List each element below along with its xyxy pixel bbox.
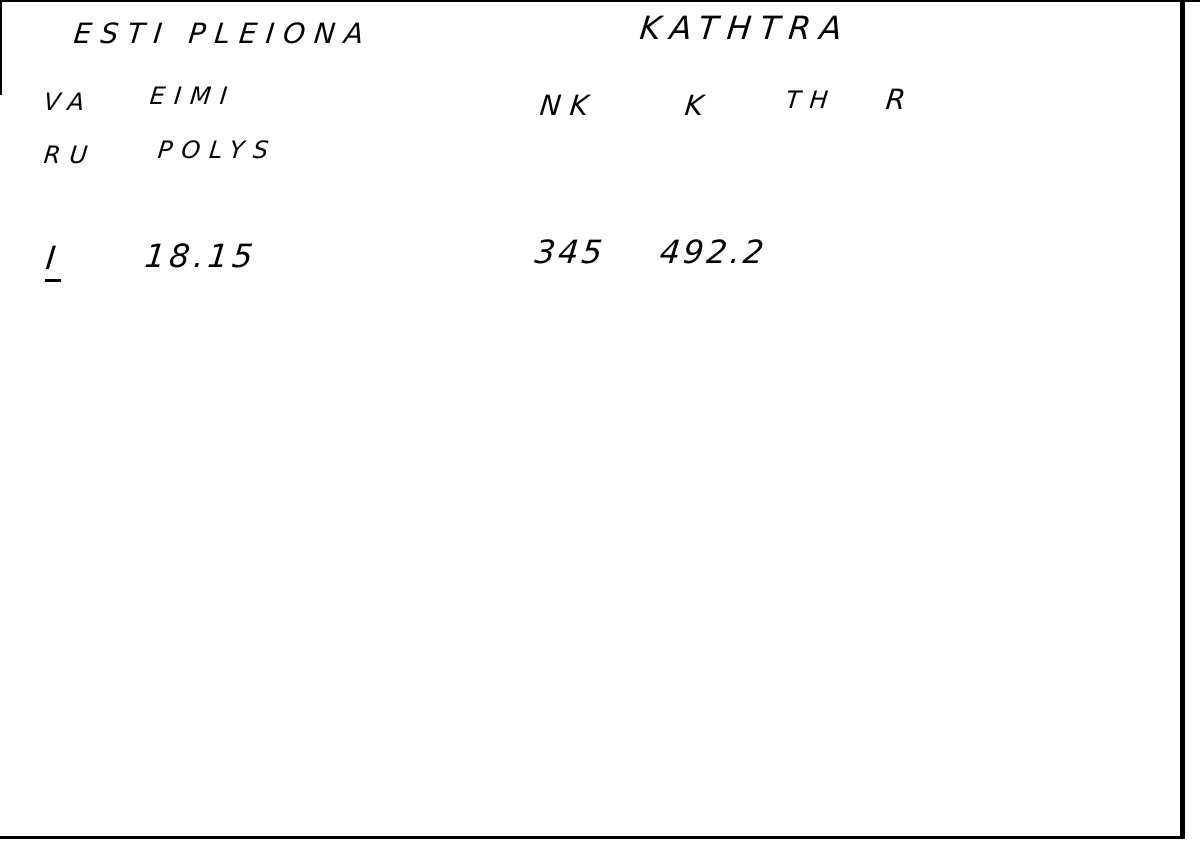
row2-left-b: POLYS	[156, 136, 279, 164]
card-left-border	[0, 0, 2, 95]
header-right: KATHTRA	[638, 9, 853, 47]
row1-left-a: VA	[42, 88, 95, 116]
index-underline	[45, 279, 61, 282]
row1-left-b: EIMI	[148, 82, 238, 110]
value-2: 492.2	[658, 233, 769, 271]
column-r: R	[884, 83, 917, 116]
index-label: I	[44, 239, 67, 277]
card-right-border	[1180, 0, 1185, 838]
row2-left-a: RU	[42, 141, 98, 169]
column-k: K	[683, 89, 715, 122]
value-1: 345	[533, 233, 608, 271]
card-bottom-border	[0, 836, 1185, 839]
header-left: ESTI PLEIONA	[72, 17, 375, 50]
index-value: 18.15	[143, 237, 259, 275]
column-nk: NK	[538, 89, 600, 122]
card-top-border	[0, 0, 1200, 2]
column-th: TH	[784, 86, 839, 114]
